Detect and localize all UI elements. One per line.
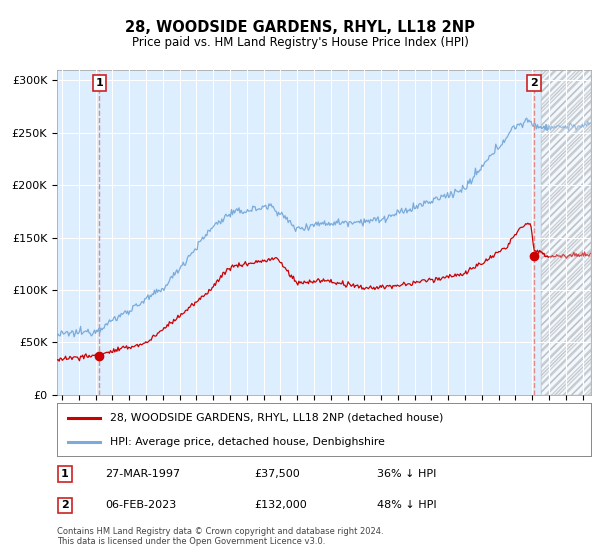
- Bar: [541, 70, 591, 395]
- Text: 1: 1: [61, 469, 69, 479]
- Text: 2: 2: [61, 500, 69, 510]
- Text: 1: 1: [95, 78, 103, 88]
- Text: 48% ↓ HPI: 48% ↓ HPI: [377, 500, 437, 510]
- Text: 2: 2: [530, 78, 538, 88]
- Text: 27-MAR-1997: 27-MAR-1997: [105, 469, 180, 479]
- Text: 28, WOODSIDE GARDENS, RHYL, LL18 2NP: 28, WOODSIDE GARDENS, RHYL, LL18 2NP: [125, 20, 475, 35]
- Text: Contains HM Land Registry data © Crown copyright and database right 2024.
This d: Contains HM Land Registry data © Crown c…: [57, 526, 383, 546]
- Text: HPI: Average price, detached house, Denbighshire: HPI: Average price, detached house, Denb…: [110, 437, 385, 447]
- Text: Price paid vs. HM Land Registry's House Price Index (HPI): Price paid vs. HM Land Registry's House …: [131, 36, 469, 49]
- Text: £132,000: £132,000: [254, 500, 307, 510]
- Bar: [541, 70, 591, 395]
- Text: £37,500: £37,500: [254, 469, 301, 479]
- Text: 06-FEB-2023: 06-FEB-2023: [105, 500, 176, 510]
- Text: 28, WOODSIDE GARDENS, RHYL, LL18 2NP (detached house): 28, WOODSIDE GARDENS, RHYL, LL18 2NP (de…: [110, 413, 444, 423]
- Text: 36% ↓ HPI: 36% ↓ HPI: [377, 469, 437, 479]
